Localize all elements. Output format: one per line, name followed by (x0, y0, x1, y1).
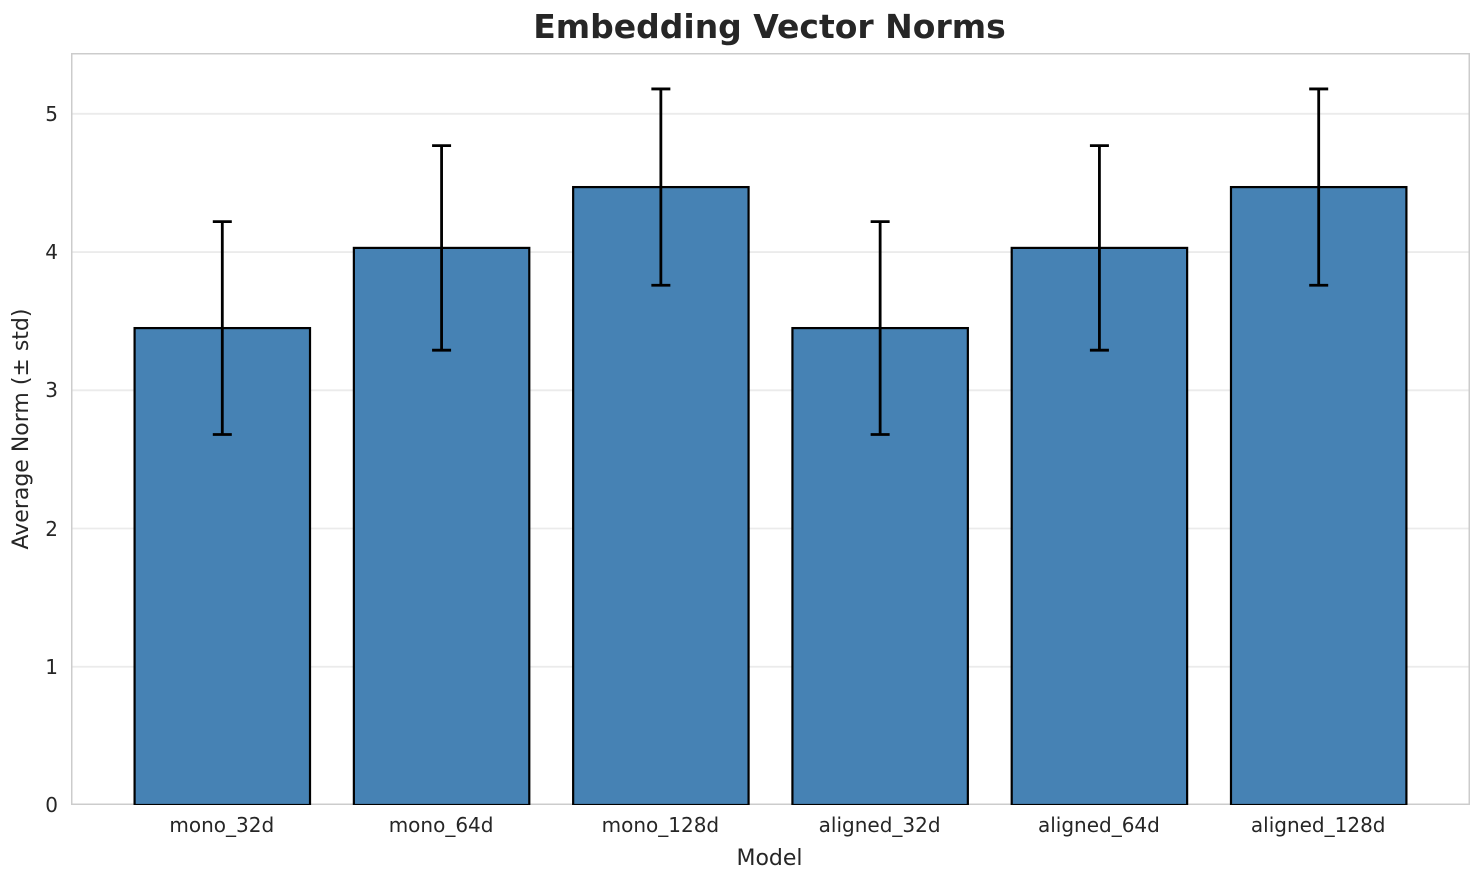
x-tick-label: mono_32d (169, 813, 275, 837)
y-tick-label: 2 (45, 516, 58, 541)
x-tick-label: mono_128d (601, 813, 720, 837)
y-tick-label: 1 (45, 654, 58, 679)
y-tick-label: 3 (45, 378, 58, 403)
x-tick-label: aligned_128d (1250, 813, 1386, 837)
bar (1229, 185, 1408, 805)
x-tick-label: aligned_32d (818, 813, 941, 837)
y-axis-label: Average Norm (± std) (9, 308, 34, 550)
x-tick-label: aligned_64d (1037, 813, 1160, 837)
y-tick-label: 0 (45, 793, 58, 817)
plot-area (70, 53, 1470, 805)
x-tick-label: mono_64d (388, 813, 494, 837)
chart-title: Embedding Vector Norms (533, 7, 1006, 46)
y-tick-label: 4 (45, 240, 58, 265)
y-tick-label: 5 (45, 101, 58, 126)
x-axis-label: Model (736, 846, 803, 871)
axes-frame (70, 53, 1470, 805)
